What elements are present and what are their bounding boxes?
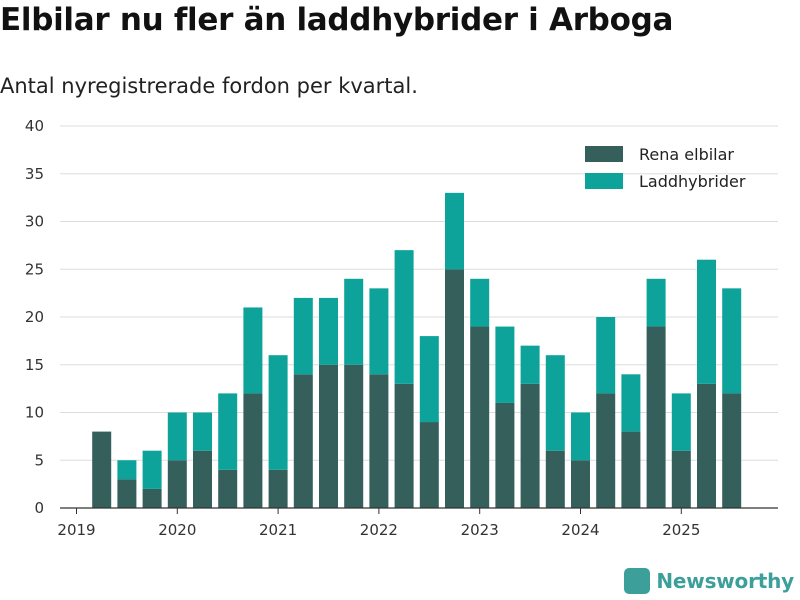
bar-laddhybrider-2021Q2: [293, 297, 313, 375]
bar-laddhybrider-2022Q3: [419, 336, 439, 423]
bar-elbilar-2024Q1: [571, 460, 590, 508]
bar-laddhybrider-2021Q3: [319, 297, 338, 365]
newsworthy-logo: Newsworthy: [624, 568, 794, 594]
legend-swatch-laddhybrider: [585, 173, 623, 189]
bar-elbilar-2021Q3: [319, 364, 338, 508]
y-tick-label-35: 35: [25, 165, 44, 183]
bar-laddhybrider-2023Q4: [545, 355, 565, 451]
bar-laddhybrider-2024Q3: [621, 374, 641, 432]
bar-laddhybrider-2025Q3: [722, 288, 742, 394]
bar-laddhybrider-2024Q2: [596, 317, 616, 394]
bar-laddhybrider-2022Q2: [394, 250, 414, 384]
legend-swatch-elbilar: [585, 146, 623, 162]
x-tick-label-2025: 2025: [662, 521, 700, 539]
bar-laddhybrider-2020Q2: [193, 412, 212, 451]
y-tick-label-0: 0: [34, 499, 44, 517]
bar-elbilar-2025Q1: [671, 450, 691, 508]
x-tick-label-2019: 2019: [57, 521, 95, 539]
bar-elbilar-2022Q4: [445, 269, 464, 508]
bar-elbilar-2023Q3: [520, 383, 540, 508]
bar-elbilar-2020Q3: [218, 469, 238, 508]
bar-elbilar-2022Q1: [369, 374, 389, 508]
bar-elbilar-2024Q3: [621, 431, 641, 508]
legend-label-elbilar: Rena elbilar: [639, 145, 734, 164]
bar-elbilar-2019Q4: [142, 488, 162, 508]
bar-elbilar-2023Q2: [495, 402, 515, 508]
bar-elbilar-2019Q2: [92, 431, 112, 508]
legend-label-laddhybrider: Laddhybrider: [639, 172, 746, 191]
bar-elbilar-2024Q2: [596, 393, 616, 508]
bar-elbilar-2019Q3: [117, 479, 137, 508]
x-tick-label-2024: 2024: [561, 521, 599, 539]
bars: [92, 192, 742, 508]
x-tick-label-2023: 2023: [461, 521, 499, 539]
bar-elbilar-2025Q2: [697, 383, 716, 508]
bar-laddhybrider-2021Q4: [344, 278, 364, 365]
bar-laddhybrider-2020Q1: [167, 412, 187, 461]
brand-name: Newsworthy: [656, 569, 794, 593]
bar-elbilar-2023Q4: [545, 450, 565, 508]
y-tick-label-25: 25: [25, 260, 44, 278]
chart-title: Elbilar nu fler än laddhybrider i Arboga: [0, 2, 674, 38]
bar-laddhybrider-2020Q3: [218, 393, 238, 470]
x-tick-label-2020: 2020: [158, 521, 196, 539]
bar-elbilar-2020Q4: [243, 393, 263, 508]
chart-subtitle: Antal nyregistrerade fordon per kvartal.: [0, 74, 418, 98]
bar-elbilar-2020Q1: [167, 460, 187, 508]
y-tick-label-20: 20: [25, 308, 44, 326]
bar-laddhybrider-2025Q1: [671, 393, 691, 451]
bar-laddhybrider-2024Q1: [571, 412, 590, 461]
bar-laddhybrider-2019Q3: [117, 460, 137, 480]
bar-laddhybrider-2025Q2: [697, 259, 716, 384]
bar-elbilar-2020Q2: [193, 450, 212, 508]
newsworthy-chart-icon: [624, 568, 651, 594]
x-tick-label-2022: 2022: [360, 521, 398, 539]
y-tick-label-5: 5: [34, 451, 44, 469]
bar-laddhybrider-2020Q4: [243, 307, 263, 394]
bar-laddhybrider-2019Q4: [142, 450, 162, 489]
bar-elbilar-2022Q3: [419, 422, 439, 508]
legend: Rena elbilar Laddhybrider: [585, 145, 746, 191]
bar-laddhybrider-2022Q4: [445, 192, 464, 270]
bar-laddhybrider-2021Q1: [268, 355, 288, 470]
bar-laddhybrider-2023Q1: [470, 278, 490, 327]
y-tick-label-30: 30: [25, 213, 44, 231]
y-tick-label-15: 15: [25, 356, 44, 374]
bar-laddhybrider-2022Q1: [369, 288, 389, 375]
x-tick-label-2021: 2021: [259, 521, 297, 539]
bar-elbilar-2023Q1: [470, 326, 490, 508]
bar-elbilar-2022Q2: [394, 383, 414, 508]
y-tick-label-10: 10: [25, 404, 44, 422]
bar-elbilar-2021Q1: [268, 469, 288, 508]
y-tick-label-40: 40: [25, 117, 44, 135]
bar-elbilar-2025Q3: [722, 393, 742, 508]
bar-laddhybrider-2023Q3: [520, 345, 540, 384]
bar-elbilar-2021Q2: [293, 374, 313, 508]
bar-elbilar-2024Q4: [646, 326, 666, 508]
bar-laddhybrider-2023Q2: [495, 326, 515, 403]
bar-elbilar-2021Q4: [344, 364, 364, 508]
bar-laddhybrider-2024Q4: [646, 278, 666, 327]
